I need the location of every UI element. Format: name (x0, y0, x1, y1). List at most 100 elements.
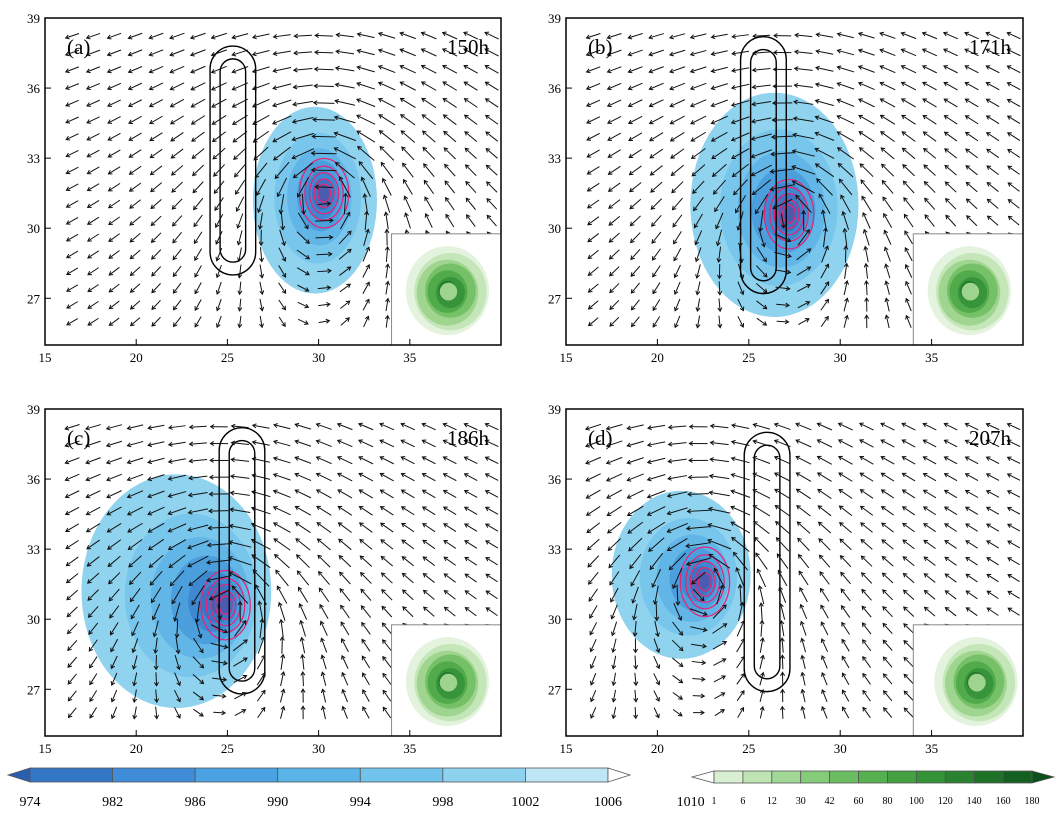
wind-arrow (732, 551, 749, 571)
wind-arrow (89, 690, 98, 703)
wind-arrow (337, 489, 353, 499)
wind-arrow (335, 49, 355, 55)
wind-arrow (86, 539, 100, 550)
contour-1 (313, 178, 335, 208)
wind-arrow (64, 66, 80, 74)
wind-arrow (900, 81, 917, 91)
y-tick-label: 30 (548, 221, 561, 236)
wind-arrow (291, 132, 315, 142)
wind-arrow (341, 705, 348, 719)
x-axis-ticks: 15 20 25 30 35 (39, 339, 416, 365)
wind-arrow (943, 65, 958, 74)
wind-arrow (167, 458, 186, 464)
wind-arrow (1007, 557, 1020, 566)
wind-arrow (730, 83, 750, 90)
wind-arrow (208, 508, 230, 514)
wind-arrow (127, 66, 143, 74)
x-tick-label: 25 (221, 350, 234, 365)
wind-arrow (443, 539, 457, 549)
wind-arrow (610, 587, 619, 603)
wind-arrow (399, 81, 416, 91)
wind-arrow (382, 639, 392, 652)
wind-arrow (759, 705, 765, 719)
wind-arrow (652, 299, 661, 312)
wind-arrow (422, 556, 436, 567)
wind-arrow (670, 148, 685, 159)
wind-arrow (901, 456, 916, 465)
wind-arrow (965, 590, 978, 600)
wind-arrow (880, 439, 895, 448)
wind-arrow (630, 282, 640, 294)
wind-arrow (401, 522, 415, 533)
x-tick-label: 20 (651, 350, 664, 365)
wind-arrow (843, 245, 849, 263)
wind-arrow (422, 523, 436, 533)
wind-arrow (382, 655, 392, 669)
wind-arrow (943, 48, 958, 57)
wind-arrow (922, 422, 937, 431)
wind-arrow (106, 506, 122, 516)
wind-arrow (259, 315, 265, 329)
wind-arrow (772, 66, 792, 72)
wind-arrow (310, 150, 337, 156)
wind-arrow (900, 48, 917, 57)
wind-arrow (820, 621, 829, 636)
wind-arrow (377, 48, 396, 56)
wind-arrow (633, 689, 639, 703)
wind-arrow (818, 538, 831, 551)
wind-arrow (127, 99, 142, 108)
wind-arrow (171, 215, 183, 227)
wind-arrow (126, 473, 144, 482)
contour-2 (308, 171, 340, 215)
wind-arrow (251, 473, 271, 480)
wind-arrow (628, 165, 642, 176)
wind-arrow (291, 117, 314, 124)
wind-arrow (800, 654, 806, 669)
map-body (566, 409, 1023, 736)
wind-arrow (779, 619, 785, 637)
x-tick-label: 30 (312, 350, 325, 365)
wind-arrow (627, 49, 643, 57)
wind-arrow (755, 283, 768, 294)
wind-arrow (735, 566, 746, 589)
x-tick-label: 30 (834, 741, 847, 756)
wind-arrow (299, 619, 307, 637)
wind-arrow (860, 179, 873, 195)
colorbar-segment (277, 767, 361, 783)
wind-arrow (944, 573, 957, 583)
wind-arrow (442, 489, 457, 499)
wind-arrow (231, 98, 249, 108)
wind-arrow (292, 84, 313, 90)
wind-vectors (584, 422, 1021, 720)
wind-arrow (759, 671, 765, 686)
wind-arrow (291, 148, 315, 160)
wind-arrow (231, 33, 249, 40)
wind-arrow (64, 49, 80, 57)
wind-arrow (879, 31, 896, 39)
colorbar-label: 1 (712, 796, 717, 807)
wind-arrow (985, 506, 1000, 515)
wind-arrow (66, 318, 79, 326)
wind-arrow (843, 262, 849, 279)
wind-arrow (882, 656, 893, 668)
wind-arrow (280, 211, 286, 231)
wind-arrow (752, 439, 771, 447)
wind-arrow (300, 670, 306, 687)
rain-eye (439, 673, 458, 692)
wind-arrow (922, 439, 937, 448)
wind-arrow (710, 99, 728, 108)
wind-arrow (85, 490, 101, 499)
wind-arrow (585, 82, 601, 91)
wind-arrow (167, 474, 187, 481)
wind-arrow (85, 457, 101, 465)
wind-arrow (820, 315, 829, 328)
wind-arrow (651, 231, 662, 244)
wind-arrow (401, 589, 414, 601)
wind-arrow (736, 655, 746, 669)
wind-arrow (236, 213, 244, 229)
wind-arrow (293, 33, 312, 39)
wind-arrow (903, 196, 915, 211)
wind-arrow (64, 440, 80, 448)
wind-arrow (441, 31, 458, 40)
wind-arrow (311, 133, 336, 139)
